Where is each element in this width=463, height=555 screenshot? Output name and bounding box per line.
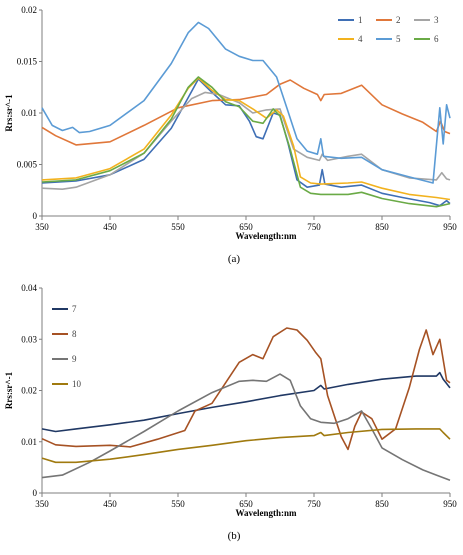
panel-caption: (a): [228, 253, 241, 265]
x-tick-label: 650: [239, 499, 253, 509]
y-tick-label: 0: [33, 488, 38, 498]
y-tick-label: 0: [33, 211, 38, 221]
series-line-10: [41, 428, 451, 464]
legend-label-8: 8: [72, 329, 77, 339]
legend-label-5: 5: [396, 34, 401, 44]
y-axis-label: Rrs:sr^-1: [4, 371, 14, 409]
legend: 1 2 3 4 5 6: [338, 15, 439, 44]
series-line-4: [41, 77, 451, 201]
x-axis-label: Wavelength:nm: [235, 231, 297, 241]
series-line-8: [41, 327, 451, 451]
y-axis-label: Rrs:sr^-1: [4, 94, 14, 132]
x-tick-label: 550: [171, 499, 185, 509]
series-line-6: [41, 76, 451, 208]
legend-label-6: 6: [434, 34, 439, 44]
x-tick-label: 750: [307, 499, 321, 509]
y-tick-label: 0.04: [21, 283, 37, 293]
y-tick-label: 0.03: [21, 334, 37, 344]
y-tick-label: 0.01: [21, 437, 37, 447]
legend-label-4: 4: [358, 34, 363, 44]
x-tick-label: 350: [35, 222, 49, 232]
x-tick-label: 550: [171, 222, 185, 232]
legend-label-9: 9: [72, 354, 77, 364]
x-tick-label: 850: [375, 222, 389, 232]
x-tick-label: 450: [103, 499, 117, 509]
series-line-2: [41, 79, 451, 146]
x-tick-label: 950: [443, 499, 457, 509]
chart-panel-a: 350 450 550 650 750 850 950 0 0.005 0.01 0.015 0.02…: [4, 5, 457, 265]
series-line-3: [41, 91, 451, 190]
legend-label-1: 1: [358, 15, 363, 25]
x-tick-label: 950: [443, 222, 457, 232]
x-tick-label: 750: [307, 222, 321, 232]
y-tick-label: 0.015: [17, 57, 38, 67]
x-tick-label: 850: [375, 499, 389, 509]
legend: 7 8 9 10: [52, 304, 82, 389]
y-tick-label: 0.02: [21, 386, 37, 396]
series-line-9: [41, 373, 451, 481]
legend-label-3: 3: [434, 15, 439, 25]
legend-label-7: 7: [72, 304, 77, 314]
panel-caption: (b): [228, 530, 241, 542]
x-tick-label: 350: [35, 499, 49, 509]
legend-label-2: 2: [396, 15, 401, 25]
x-tick-label: 650: [239, 222, 253, 232]
x-tick-label: 450: [103, 222, 117, 232]
series-line-7: [41, 371, 451, 433]
y-tick-label: 0.005: [17, 160, 38, 170]
y-tick-label: 0.01: [21, 108, 37, 118]
legend-label-10: 10: [72, 379, 82, 389]
x-axis-label: Wavelength:nm: [235, 508, 297, 518]
series-line-5: [41, 21, 451, 184]
y-tick-label: 0.02: [21, 5, 37, 15]
chart-panel-b: 350 450 550 650 750 850 950 0 0.01 0.02 0.03 0.04 Wa…: [4, 283, 457, 542]
